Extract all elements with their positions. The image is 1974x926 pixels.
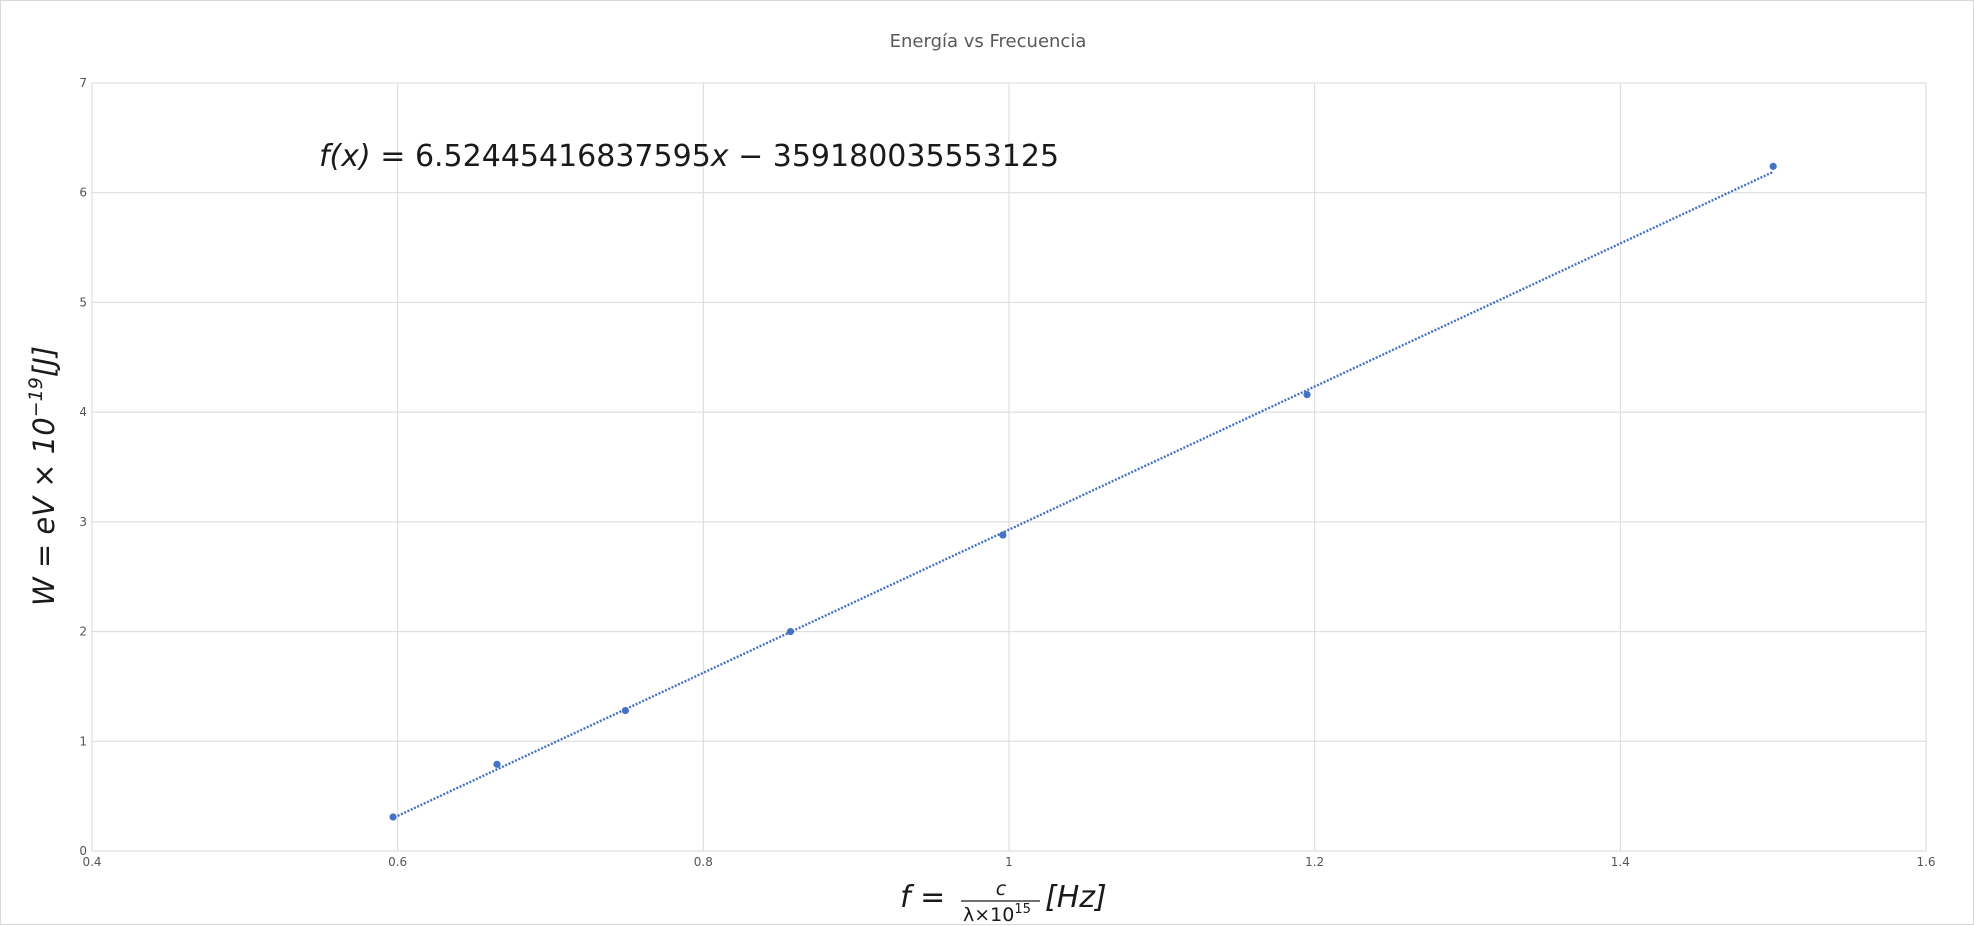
y-tick-label: 5 (79, 295, 87, 309)
y-tick-label: 2 (79, 625, 87, 639)
x-label-unit: [Hz] (1045, 880, 1107, 915)
x-tick-label: 1.2 (1305, 855, 1324, 869)
grid (91, 82, 1927, 852)
x-label-numerator: c (996, 878, 1007, 900)
x-tick-label: 0.8 (694, 855, 713, 869)
equation-variable: x (710, 139, 729, 174)
y-tick-label: 7 (79, 76, 87, 90)
trendline (397, 170, 1774, 817)
equation-slope: 6.52445416837595 (415, 139, 711, 174)
y-tick-labels: 0 1 2 3 4 5 6 7 (79, 76, 87, 858)
x-label-denominator: λ×1015 (963, 902, 1031, 926)
data-point (389, 813, 397, 821)
data-point (999, 531, 1007, 539)
data-point (1303, 390, 1311, 399)
y-tick-label: 4 (79, 405, 87, 419)
x-tick-label: 1.6 (1916, 855, 1935, 869)
x-tick-label: 1.4 (1611, 855, 1630, 869)
y-tick-label: 6 (79, 186, 87, 200)
x-axis-label: f = c λ×1015 [Hz] (900, 878, 1107, 926)
chart-title: Energía vs Frecuencia (890, 31, 1087, 52)
x-tick-label: 0.6 (388, 855, 407, 869)
y-tick-label: 0 (79, 844, 87, 858)
x-tick-label: 1 (1005, 855, 1013, 869)
data-point (621, 706, 629, 715)
data-point (1769, 162, 1777, 170)
data-point (493, 760, 501, 768)
equation-intercept: − 359180035553125 (729, 139, 1060, 174)
equation-lhs: f(x) = (319, 139, 415, 174)
x-tick-labels: 0.4 0.6 0.8 1 1.2 1.4 1.6 (82, 855, 1935, 869)
trendline-path (397, 170, 1774, 817)
trendline-equation: f(x) = 6.52445416837595x − 3591800355531… (319, 139, 1059, 174)
data-points (389, 162, 1777, 821)
x-tick-label: 0.4 (82, 855, 101, 869)
x-label-prefix: f = (900, 880, 945, 915)
y-tick-label: 3 (79, 515, 87, 529)
data-point (786, 627, 795, 636)
y-axis-label: W = eV × 10−19[J] (25, 346, 61, 606)
y-tick-label: 1 (79, 734, 87, 748)
plot-area-border (91, 82, 1927, 852)
